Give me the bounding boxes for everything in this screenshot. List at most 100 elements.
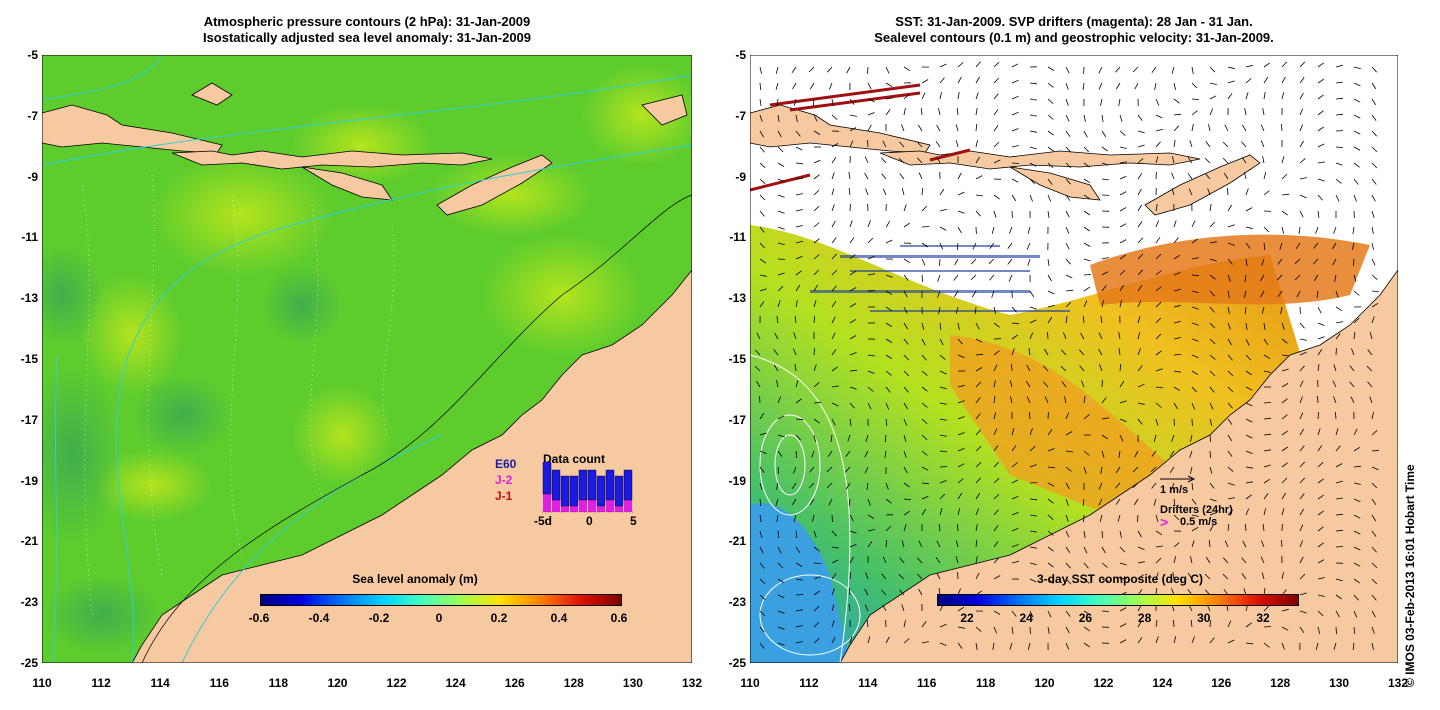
velocity-arrow [1335, 610, 1340, 618]
velocity-arrow [1371, 466, 1379, 471]
velocity-arrow [1011, 128, 1019, 132]
velocity-arrow [831, 418, 836, 426]
velocity-arrow [1227, 620, 1232, 628]
velocity-arrow [795, 193, 803, 196]
velocity-arrow [1371, 242, 1374, 250]
velocity-arrow [975, 338, 983, 343]
velocity-arrow [831, 316, 836, 324]
velocity-arrow [777, 226, 785, 230]
velocity-arrow [1332, 258, 1337, 266]
velocity-arrow [1263, 588, 1266, 596]
velocity-arrow [1137, 530, 1142, 538]
velocity-arrow [849, 287, 857, 292]
velocity-arrow [1260, 290, 1265, 298]
velocity-arrow [955, 556, 959, 564]
velocity-arrow [1027, 642, 1031, 650]
velocity-arrow [1047, 578, 1054, 584]
velocity-arrow [1119, 161, 1127, 164]
velocity-arrow [1189, 140, 1193, 148]
velocity-arrow [903, 450, 907, 458]
velocity-arrow [1047, 114, 1054, 120]
velocity-arrow [1010, 396, 1013, 404]
velocity-arrow [1083, 562, 1089, 569]
velocity-arrow [993, 61, 1000, 68]
x-tick-right: 116 [917, 676, 937, 690]
velocity-arrow [1047, 316, 1053, 324]
left-pressure-contours [81, 174, 395, 616]
velocity-arrow [1029, 114, 1037, 117]
velocity-arrow [1082, 82, 1085, 90]
velocity-arrow [1065, 289, 1074, 292]
velocity-arrow [1029, 610, 1034, 618]
data-count-bar-e60 [569, 475, 579, 507]
velocity-arrow [831, 620, 835, 628]
velocity-arrow [776, 98, 779, 106]
velocity-arrow [903, 354, 910, 361]
velocity-arrow [1169, 466, 1175, 474]
velocity-arrow [795, 562, 803, 567]
velocity-arrow [1371, 530, 1377, 537]
velocity-arrow [1155, 418, 1159, 426]
velocity-arrow [1313, 242, 1319, 249]
velocity-arrow [866, 620, 869, 628]
velocity-arrow [1262, 108, 1265, 116]
left-colorbar-tick: 0.6 [610, 611, 628, 625]
velocity-scale-arrow [1160, 475, 1196, 483]
velocity-arrow [1101, 178, 1109, 181]
right-land [750, 104, 1398, 663]
velocity-arrow [957, 400, 965, 404]
velocity-arrow [849, 140, 854, 148]
velocity-arrow [777, 546, 782, 554]
velocity-arrow [916, 141, 923, 148]
velocity-arrow [1209, 370, 1216, 377]
velocity-arrow [777, 594, 785, 599]
velocity-arrow [939, 418, 947, 421]
velocity-arrow [813, 605, 820, 612]
velocity-arrow [1263, 322, 1266, 330]
velocity-arrow [1191, 370, 1199, 376]
velocity-arrow [916, 573, 923, 580]
credit-text: © IMOS 03-Feb-2013 16:01 Hobart Time [1403, 464, 1417, 687]
velocity-arrow [1065, 301, 1072, 308]
velocity-arrow [759, 274, 767, 277]
x-tick-left: 116 [209, 676, 229, 690]
velocity-arrow [1137, 574, 1144, 580]
velocity-arrow [1299, 322, 1305, 329]
drifters-speed-label: 0.5 m/s [1180, 516, 1218, 528]
velocity-arrow [975, 210, 981, 217]
velocity-arrow [759, 626, 765, 633]
velocity-arrow [903, 510, 911, 516]
velocity-arrow [885, 418, 888, 427]
velocity-arrow [1009, 642, 1013, 650]
data-count-bar-e60 [578, 469, 588, 501]
velocity-arrow [1227, 370, 1234, 377]
velocity-arrow [885, 109, 891, 116]
velocity-arrow [813, 189, 820, 196]
velocity-arrow [1173, 272, 1181, 276]
velocity-arrow [1353, 162, 1360, 168]
velocity-arrow [939, 623, 947, 628]
velocity-arrow [1011, 462, 1018, 468]
velocity-arrow [988, 258, 995, 265]
velocity-arrow [975, 572, 980, 580]
velocity-arrow [813, 418, 820, 424]
velocity-arrow [1299, 210, 1304, 218]
velocity-arrow [1335, 497, 1343, 500]
velocity-arrow [777, 396, 781, 404]
velocity-arrow [759, 162, 766, 169]
velocity-arrow [1171, 588, 1175, 596]
velocity-arrow [1204, 157, 1211, 164]
velocity-arrow [1119, 639, 1127, 644]
velocity-arrow [939, 208, 947, 212]
velocity-arrow [1118, 450, 1121, 458]
velocity-arrow [1371, 302, 1379, 308]
velocity-arrow [759, 114, 763, 122]
velocity-arrow [1209, 258, 1217, 262]
velocity-arrow [939, 480, 947, 484]
velocity-arrow [1065, 178, 1071, 185]
velocity-arrow [1007, 242, 1013, 249]
velocity-arrow [1332, 380, 1337, 388]
velocity-arrow [1188, 188, 1193, 196]
velocity-arrow [1047, 130, 1054, 136]
velocity-arrow [1173, 254, 1181, 260]
